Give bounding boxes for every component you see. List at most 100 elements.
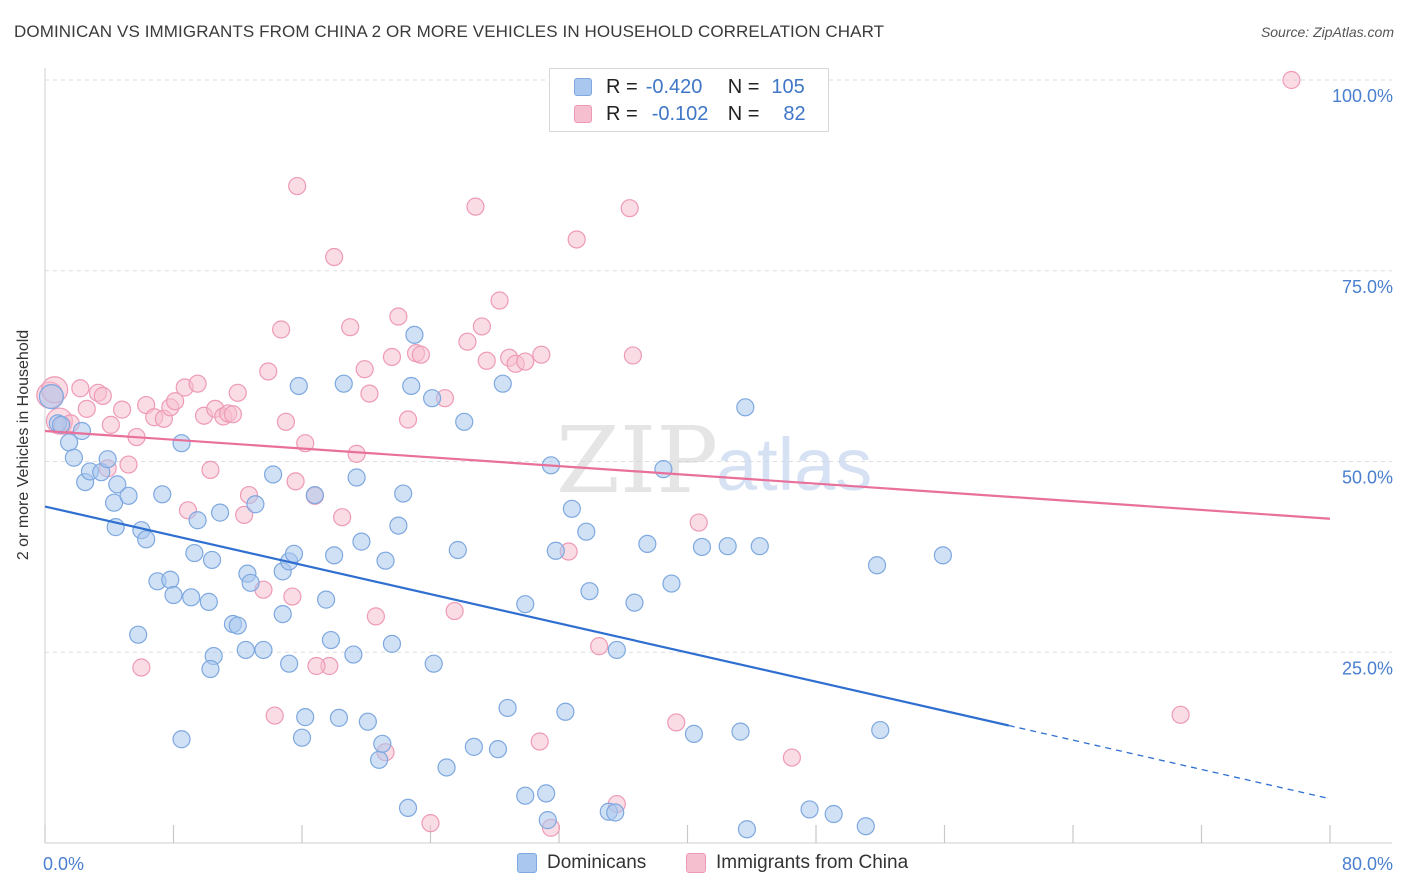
dominican-point	[329, 708, 349, 727]
dominican-point	[402, 376, 421, 396]
dominican-point	[537, 784, 556, 803]
china-point	[333, 508, 352, 527]
legend-r-label: R =	[606, 75, 638, 98]
china-point	[132, 658, 151, 677]
dominican-point	[316, 590, 336, 609]
dominican-point	[516, 595, 535, 614]
dominican-point	[424, 654, 443, 673]
legend-n-label: N =	[727, 102, 760, 125]
bottom-legend-swatch-blue	[517, 853, 537, 873]
dominican-point	[625, 593, 644, 612]
china-point	[276, 412, 296, 431]
dominican-point	[389, 516, 408, 535]
legend-row-china: R = -0.102 N = 82	[574, 102, 806, 126]
dominican-point	[405, 325, 424, 344]
dominican-point	[38, 384, 65, 410]
china-point	[389, 307, 408, 326]
dominican-point	[246, 495, 265, 514]
dominican-point	[334, 374, 353, 393]
dominican-point	[373, 734, 392, 753]
china-point	[532, 345, 551, 364]
watermark: ZIP atlas	[556, 407, 872, 514]
dominican-point	[423, 389, 442, 408]
dominican-point	[516, 786, 535, 805]
dominican-point	[718, 537, 737, 556]
dominican-point	[241, 573, 260, 592]
dominican-point	[137, 530, 156, 549]
legend-r-value: -0.102	[651, 102, 709, 125]
y-tick-label: 100.0%	[1332, 86, 1393, 106]
dominican-point	[325, 546, 344, 565]
dominican-point	[498, 698, 517, 718]
dominican-point	[344, 645, 363, 664]
dominican-point	[493, 374, 512, 393]
dominican-point	[398, 798, 418, 818]
watermark-atlas: atlas	[716, 423, 872, 506]
china-point	[590, 637, 609, 656]
dominican-point	[236, 640, 255, 660]
tick-labels: 25.0% 50.0% 75.0% 100.0% 0.0% 80.0%	[43, 86, 1393, 874]
china-point	[288, 176, 307, 196]
dominican-point	[933, 546, 952, 565]
dominican-point	[692, 537, 712, 557]
dominican-point	[448, 540, 467, 560]
dominican-point	[289, 376, 308, 396]
china-point	[188, 374, 207, 393]
china-point	[201, 460, 220, 479]
china-point	[235, 505, 254, 525]
series-dominicans	[38, 325, 952, 839]
china-point	[166, 392, 185, 411]
legend-n-value: 105	[771, 75, 805, 98]
china-point	[382, 347, 402, 367]
china-point	[567, 230, 586, 249]
dominican-point	[119, 486, 138, 505]
dominican-point	[185, 543, 204, 563]
bottom-legend-dominicans: Dominicans	[517, 852, 646, 874]
dominican-point	[382, 634, 402, 653]
legend-swatch-pink	[574, 105, 592, 123]
dominican-point	[577, 522, 596, 541]
china-point	[341, 318, 360, 337]
correlation-legend: R = -0.420 N = 105 R = -0.102 N = 82	[549, 68, 829, 132]
dominican-point	[580, 582, 599, 601]
dominican-point	[263, 465, 283, 484]
dominican-point	[129, 625, 148, 644]
source-label: Source: ZipAtlas.com	[1260, 24, 1394, 40]
china-trend-line	[44, 429, 1331, 520]
dominican-point	[210, 503, 230, 522]
dominican-point	[394, 484, 413, 503]
dominican-point	[867, 556, 887, 575]
china-point	[228, 383, 247, 402]
dominican-point	[737, 820, 757, 839]
dominican-point	[98, 450, 117, 469]
dominican-point	[538, 811, 557, 830]
china-point	[71, 379, 90, 398]
dominican-point	[64, 448, 84, 467]
y-tick-label: 25.0%	[1342, 658, 1393, 678]
china-point	[93, 386, 112, 405]
legend-r-value: -0.420	[645, 75, 703, 98]
dominican-point	[201, 659, 220, 679]
china-point	[667, 713, 686, 732]
chart-title: DOMINICAN VS IMMIGRANTS FROM CHINA 2 OR …	[14, 22, 885, 41]
y-tick-label: 75.0%	[1342, 277, 1393, 297]
legend-row-dominicans: R = -0.420 N = 105	[574, 75, 805, 99]
watermark-zip: ZIP	[556, 407, 718, 514]
dominican-point	[684, 724, 704, 743]
china-point	[398, 410, 418, 429]
dominican-point	[280, 654, 299, 673]
dominican-point	[172, 730, 191, 749]
bottom-legend-label: Immigrants from China	[716, 852, 909, 873]
x-tick-label: 0.0%	[43, 854, 84, 874]
dominican-point	[824, 804, 843, 824]
dominicans-trend-line	[44, 505, 1009, 727]
dominican-point	[607, 640, 626, 660]
china-point	[620, 199, 639, 218]
bottom-legend-label: Dominicans	[547, 852, 647, 873]
china-point	[472, 317, 491, 336]
dominican-point	[358, 712, 377, 731]
dominican-point	[736, 398, 755, 417]
china-point	[119, 455, 138, 474]
dominican-point	[254, 640, 273, 660]
dominican-point	[284, 544, 304, 563]
